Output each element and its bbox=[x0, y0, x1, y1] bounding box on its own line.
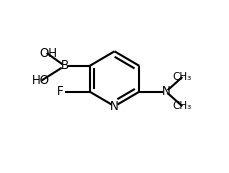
Text: CH₃: CH₃ bbox=[173, 72, 192, 82]
Text: F: F bbox=[57, 85, 64, 98]
Text: OH: OH bbox=[39, 47, 57, 60]
Text: HO: HO bbox=[32, 74, 50, 87]
Text: N: N bbox=[110, 100, 119, 113]
Text: N: N bbox=[162, 85, 170, 98]
Text: B: B bbox=[61, 59, 69, 72]
Text: CH₃: CH₃ bbox=[173, 101, 192, 111]
